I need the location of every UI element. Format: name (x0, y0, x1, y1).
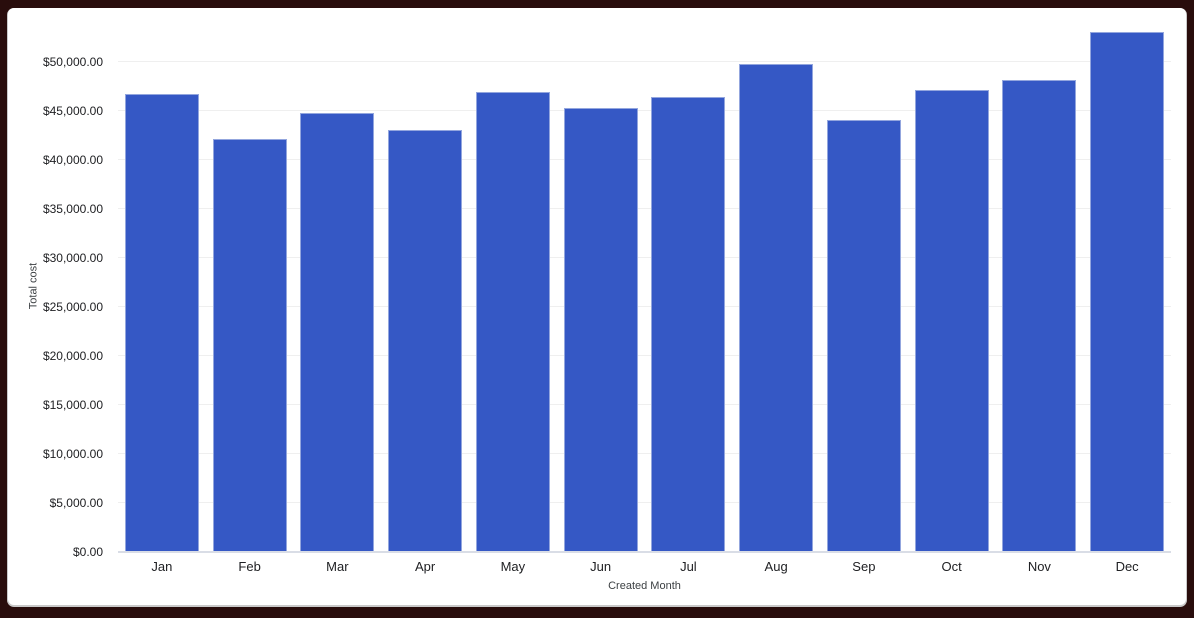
x-tick-label-dec: Dec (1115, 559, 1139, 574)
bar-dec[interactable] (1090, 31, 1165, 551)
gridline-25000 (118, 306, 1171, 307)
y-tick-label-5000: $5,000.00 (49, 496, 103, 510)
x-tick-label-jul: Jul (680, 559, 697, 574)
gridline-30000 (118, 257, 1171, 258)
y-tick-label-20000: $20,000.00 (42, 349, 103, 363)
x-tick-label-feb: Feb (238, 559, 261, 574)
y-tick-label-10000: $10,000.00 (42, 447, 103, 461)
gridline-40000 (118, 159, 1171, 160)
x-tick-label-oct: Oct (941, 559, 962, 574)
bar-sep[interactable] (826, 119, 901, 551)
gridline-5000 (118, 502, 1171, 503)
y-tick-label-0: $0.00 (72, 545, 103, 559)
y-tick-label-25000: $25,000.00 (42, 300, 103, 314)
bar-aug[interactable] (739, 63, 814, 551)
y-tick-label-15000: $15,000.00 (42, 398, 103, 412)
bar-oct[interactable] (914, 90, 989, 551)
bar-feb[interactable] (212, 139, 287, 551)
y-tick-label-30000: $30,000.00 (42, 251, 103, 265)
gridline-45000 (118, 110, 1171, 111)
y-tick-label-45000: $45,000.00 (42, 104, 103, 118)
x-tick-label-mar: Mar (326, 559, 349, 574)
gridline-50000 (118, 61, 1171, 62)
x-tick-label-jun: Jun (590, 559, 612, 574)
gridline-15000 (118, 404, 1171, 405)
gridline-35000 (118, 208, 1171, 209)
gridline-0 (118, 551, 1171, 553)
x-axis-title: Created Month (608, 580, 681, 592)
bar-mar[interactable] (300, 112, 375, 551)
bar-jun[interactable] (563, 108, 638, 551)
x-tick-label-aug: Aug (764, 559, 788, 574)
x-tick-label-may: May (500, 559, 526, 574)
x-tick-label-jan: Jan (151, 559, 173, 574)
chart-card: Total cost Created Month $0.00 $5,000.00 $… (8, 8, 1186, 605)
gridline-10000 (118, 453, 1171, 454)
y-tick-label-35000: $35,000.00 (42, 202, 103, 216)
x-tick-label-sep: Sep (852, 559, 876, 574)
bar-nov[interactable] (1002, 79, 1077, 551)
bar-chart: Total cost Created Month $0.00 $5,000.00 $… (8, 8, 1186, 605)
bar-jul[interactable] (651, 97, 726, 551)
bar-apr[interactable] (388, 129, 463, 551)
x-tick-label-apr: Apr (415, 559, 436, 574)
bar-may[interactable] (475, 92, 550, 551)
gridline-20000 (118, 355, 1171, 356)
bar-jan[interactable] (124, 94, 199, 551)
y-tick-label-40000: $40,000.00 (42, 153, 103, 167)
x-tick-label-nov: Nov (1027, 559, 1051, 574)
y-tick-label-50000: $50,000.00 (42, 55, 103, 69)
